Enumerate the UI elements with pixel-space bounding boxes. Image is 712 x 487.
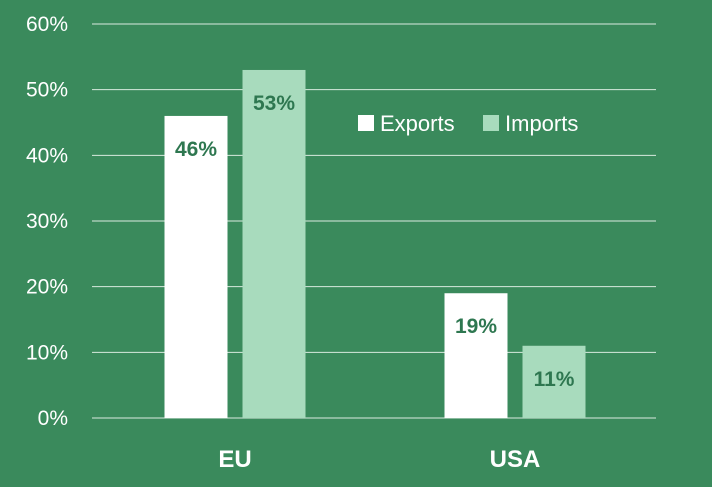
legend-swatch-exports xyxy=(358,115,374,131)
bar-exports-usa xyxy=(444,293,508,418)
y-tick-label: 60% xyxy=(26,13,68,36)
data-label-exports-usa: 19% xyxy=(455,315,497,338)
data-labels: 46% 53% 19% 11% xyxy=(175,92,575,391)
y-axis-ticks: 0% 10% 20% 30% 40% 50% 60% xyxy=(26,13,68,430)
y-tick-label: 20% xyxy=(26,276,68,299)
legend-swatch-imports xyxy=(483,115,499,131)
legend-label-exports: Exports xyxy=(380,111,455,136)
y-tick-label: 50% xyxy=(26,79,68,102)
y-tick-label: 30% xyxy=(26,210,68,233)
bar-imports-eu xyxy=(242,69,306,418)
bar-imports-usa xyxy=(522,345,586,418)
x-category-label-usa: USA xyxy=(490,446,541,473)
x-category-label-eu: EU xyxy=(218,446,251,473)
y-tick-label: 10% xyxy=(26,341,68,364)
legend: Exports Imports xyxy=(358,111,578,136)
y-tick-label: 40% xyxy=(26,144,68,167)
bar-exports-eu xyxy=(164,115,228,418)
data-label-exports-eu: 46% xyxy=(175,138,217,161)
data-label-imports-eu: 53% xyxy=(253,92,295,115)
y-tick-label: 0% xyxy=(38,407,68,430)
bars xyxy=(164,69,586,418)
data-label-imports-usa: 11% xyxy=(534,368,575,391)
legend-label-imports: Imports xyxy=(505,111,578,136)
x-axis-categories: EU USA xyxy=(218,446,540,473)
